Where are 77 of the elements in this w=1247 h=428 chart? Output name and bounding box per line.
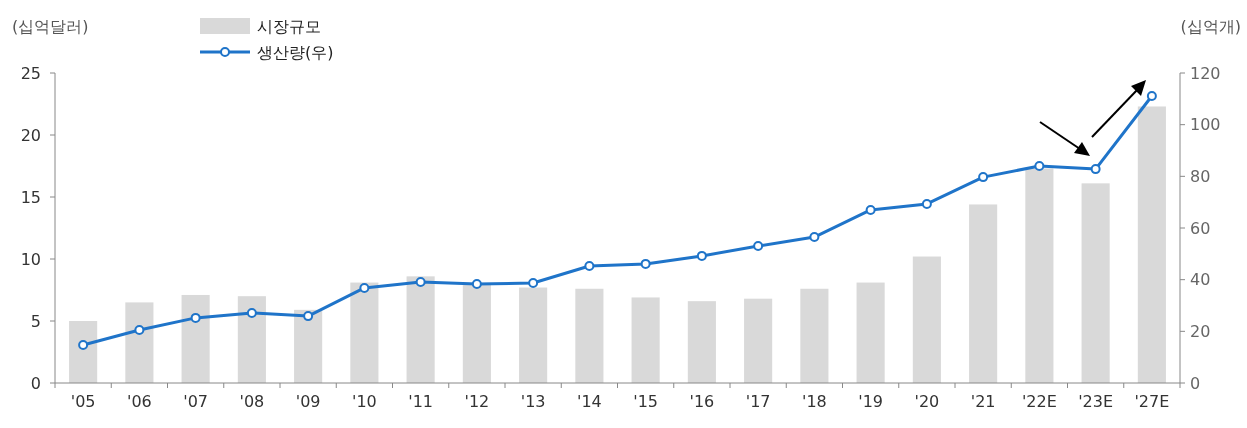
y-tick-label: 10 (20, 249, 41, 269)
bar (294, 309, 323, 383)
x-tick-label: '21 (970, 392, 996, 411)
point (134, 325, 145, 336)
bar (519, 287, 548, 383)
point (978, 172, 989, 183)
x-tick-label: '14 (576, 392, 602, 411)
x-tick-label: '16 (689, 392, 715, 411)
y-tick-label: 20 (20, 125, 41, 145)
y2-tick-label: 120 (1190, 63, 1221, 83)
bar (969, 204, 998, 383)
y2-tick-label: 80 (1190, 166, 1211, 186)
y-tick-label: 15 (20, 187, 41, 207)
y-tick-label: 5 (30, 311, 41, 331)
x-tick-label: '19 (858, 392, 884, 411)
point (640, 258, 651, 269)
x-tick-label: '05 (70, 392, 96, 411)
point (865, 204, 876, 215)
bar (350, 282, 379, 383)
point (1034, 161, 1045, 171)
point (696, 250, 707, 261)
x-tick-label: '17 (745, 392, 771, 411)
x-tick-label: '13 (520, 392, 546, 411)
x-tick-label: '20 (914, 392, 940, 411)
bar (125, 302, 154, 383)
x-tick-label: '12 (464, 392, 490, 411)
bar (912, 256, 941, 383)
bar (1137, 106, 1166, 383)
bar (1081, 183, 1110, 383)
bar (856, 282, 885, 383)
point (471, 279, 482, 290)
point (415, 276, 426, 287)
y-tick-label: 0 (30, 373, 41, 393)
bar (575, 288, 604, 383)
bar (1025, 168, 1054, 383)
point (753, 241, 764, 252)
x-tick-label: '09 (295, 392, 321, 411)
point (303, 311, 314, 322)
bar (181, 294, 210, 383)
y2-tick-label: 20 (1190, 321, 1211, 341)
y2-tick-label: 100 (1190, 115, 1221, 135)
x-tick-label: '18 (801, 392, 827, 411)
bar (800, 288, 829, 383)
x-tick-label: '22E (1021, 392, 1057, 411)
x-tick-label: '08 (239, 392, 265, 411)
y-axis-title: (십억달러) (12, 17, 89, 36)
bar (69, 321, 98, 383)
x-tick-label: '06 (126, 392, 152, 411)
y-tick-label: 25 (20, 63, 41, 83)
point (584, 260, 595, 271)
y2-axis-title: (십억개) (1180, 17, 1241, 36)
y2-tick-label: 40 (1190, 270, 1211, 290)
y2-tick-label: 60 (1190, 218, 1211, 238)
point (921, 198, 932, 209)
point (1090, 164, 1101, 175)
bar (406, 276, 435, 383)
legend-label: 생산량(우) (257, 42, 334, 62)
bar (237, 296, 266, 383)
legend-label: 시장규모 (257, 16, 321, 36)
x-tick-label: '07 (183, 392, 209, 411)
x-tick-label: '27E (1134, 392, 1170, 411)
bar (687, 301, 716, 383)
x-tick-label: '11 (408, 392, 434, 411)
point (359, 282, 370, 293)
x-tick-label: '23E (1078, 392, 1114, 411)
bar (462, 283, 491, 383)
bar (631, 297, 660, 383)
point (190, 312, 201, 323)
point (528, 278, 539, 289)
point (246, 307, 257, 318)
point (78, 340, 89, 351)
point (1146, 90, 1157, 101)
x-tick-label: '10 (351, 392, 377, 411)
bar (744, 298, 773, 383)
y2-tick-label: 0 (1190, 373, 1201, 393)
point (809, 232, 820, 243)
x-tick-label: '15 (633, 392, 659, 411)
